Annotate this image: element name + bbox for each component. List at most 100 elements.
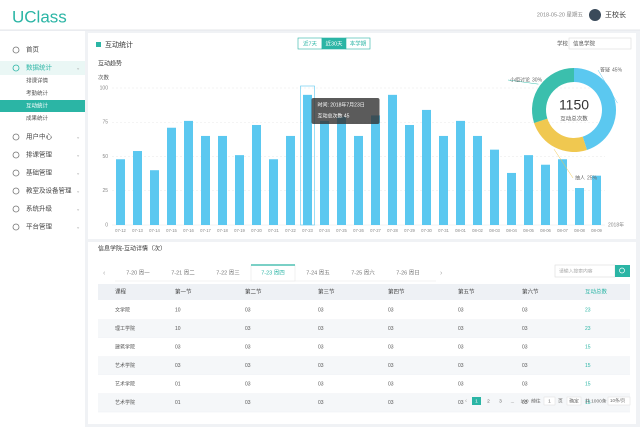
day-tab[interactable]: 7-22 周三	[216, 269, 240, 276]
donut-slice[interactable]	[574, 68, 616, 150]
x-tick-label: 08-08	[574, 228, 585, 233]
day-tab[interactable]: 7-23 周四	[261, 269, 285, 276]
x-tick-label: 08-09	[591, 228, 602, 233]
submenu-item[interactable]: 互动统计	[26, 101, 49, 109]
bar[interactable]	[473, 135, 482, 225]
submenu-item[interactable]: 考勤统计	[26, 89, 49, 97]
menu-arrow: ⌄	[76, 224, 80, 230]
day-tab[interactable]: 7-20 周一	[126, 269, 150, 276]
search-button[interactable]	[615, 265, 630, 277]
bar[interactable]	[269, 159, 278, 225]
table-cell: 03	[458, 363, 464, 369]
menu-item[interactable]: 平台管理	[26, 222, 53, 231]
bar[interactable]	[575, 188, 584, 225]
confirm-label[interactable]: 确定	[569, 397, 579, 404]
menu-icon	[12, 223, 20, 231]
x-tick-label: 07-25	[336, 228, 347, 233]
bar[interactable]	[388, 94, 397, 225]
menu-item[interactable]: 基础管理	[26, 168, 53, 177]
bar[interactable]	[133, 151, 142, 225]
donut-slice[interactable]	[534, 118, 587, 152]
menu-item[interactable]: 系统升级	[26, 204, 53, 213]
menu-item[interactable]: 教室及设备管理	[26, 186, 72, 195]
menu-icon	[12, 187, 20, 195]
range-label[interactable]: 近7天	[303, 39, 318, 47]
range-label[interactable]: 本学期	[350, 39, 367, 47]
menu-item[interactable]: 排课管理	[26, 150, 53, 159]
day-tab[interactable]: 7-25 周六	[351, 268, 375, 276]
bar[interactable]	[337, 116, 346, 225]
day-tab[interactable]: 7-24 周五	[306, 269, 330, 276]
bar[interactable]	[167, 127, 176, 225]
table-cell: 艺术学院	[115, 399, 135, 406]
range-button[interactable]	[345, 37, 371, 50]
confirm-button[interactable]	[566, 396, 582, 406]
bar[interactable]	[507, 172, 516, 225]
page-number[interactable]: ...	[511, 399, 515, 404]
table-cell: 15	[585, 381, 591, 387]
x-tick-label: 07-29	[404, 228, 415, 233]
table-cell: 03	[522, 307, 528, 313]
submenu-item[interactable]: 成果统计	[26, 114, 49, 122]
table-header: 第六节	[522, 287, 539, 295]
school-select[interactable]	[568, 37, 632, 50]
y-tick-label: 75	[102, 120, 108, 126]
bar[interactable]	[150, 170, 159, 225]
panel-icon	[96, 42, 101, 47]
day-tab[interactable]: 7-26 周日	[396, 269, 420, 276]
range-label[interactable]: 近30天	[325, 39, 343, 47]
page-number[interactable]: 3	[499, 398, 502, 404]
page-next: ›	[534, 399, 536, 405]
bar[interactable]	[558, 159, 567, 225]
school-value[interactable]: 信息学院	[573, 39, 596, 47]
day-tab[interactable]: 7-21 周二	[171, 269, 195, 276]
chart-subtitle: 互动趋势	[98, 60, 122, 68]
page-input[interactable]	[543, 396, 556, 406]
x-tick-label: 08-01	[455, 228, 466, 233]
x-tick-label: 07-26	[353, 228, 364, 233]
bar[interactable]	[218, 135, 227, 225]
bar[interactable]	[541, 164, 550, 225]
bar[interactable]	[320, 120, 329, 225]
bar[interactable]	[116, 159, 125, 225]
bar[interactable]	[456, 120, 465, 225]
donut-slice[interactable]	[531, 68, 574, 123]
table-cell: 03	[522, 400, 528, 406]
bar[interactable]	[235, 155, 244, 225]
menu-item[interactable]: 首页	[26, 45, 40, 54]
bar[interactable]	[371, 115, 380, 225]
bar[interactable]	[252, 124, 261, 225]
avatar[interactable]	[589, 9, 601, 21]
search-placeholder[interactable]: 请输入搜索内容	[559, 267, 593, 274]
bar[interactable]	[201, 135, 210, 225]
bar[interactable]	[286, 135, 295, 225]
x-tick-label: 07-15	[166, 228, 177, 233]
bar[interactable]	[524, 155, 533, 225]
bar[interactable]	[592, 175, 601, 225]
table-header-bg	[98, 284, 630, 300]
size-select[interactable]	[607, 396, 631, 406]
logo[interactable]: UClass	[12, 7, 67, 26]
page-size[interactable]: 10条/页	[610, 397, 626, 404]
bar[interactable]	[303, 94, 312, 225]
menu-icon	[12, 64, 20, 72]
submenu-item[interactable]: 排课详情	[26, 76, 49, 84]
page-number[interactable]: 2	[487, 398, 490, 404]
menu-item[interactable]: 数据统计	[26, 63, 53, 72]
table-cell: 03	[522, 363, 528, 369]
bar[interactable]	[422, 109, 431, 225]
page-input-value[interactable]: 1	[548, 398, 551, 404]
bar[interactable]	[490, 149, 499, 225]
bar[interactable]	[405, 124, 414, 225]
bar[interactable]	[184, 120, 193, 225]
user-name[interactable]: 王校长	[605, 10, 626, 19]
page-number[interactable]: 100	[520, 398, 528, 404]
y-axis-label: 次数	[98, 73, 110, 81]
page-number[interactable]: 1	[475, 398, 478, 404]
table-row	[98, 338, 630, 357]
bar[interactable]	[439, 135, 448, 225]
bar[interactable]	[354, 135, 363, 225]
menu-item[interactable]: 用户中心	[26, 132, 53, 141]
table-header: 第一节	[175, 287, 192, 295]
table-cell: 03	[388, 400, 394, 406]
